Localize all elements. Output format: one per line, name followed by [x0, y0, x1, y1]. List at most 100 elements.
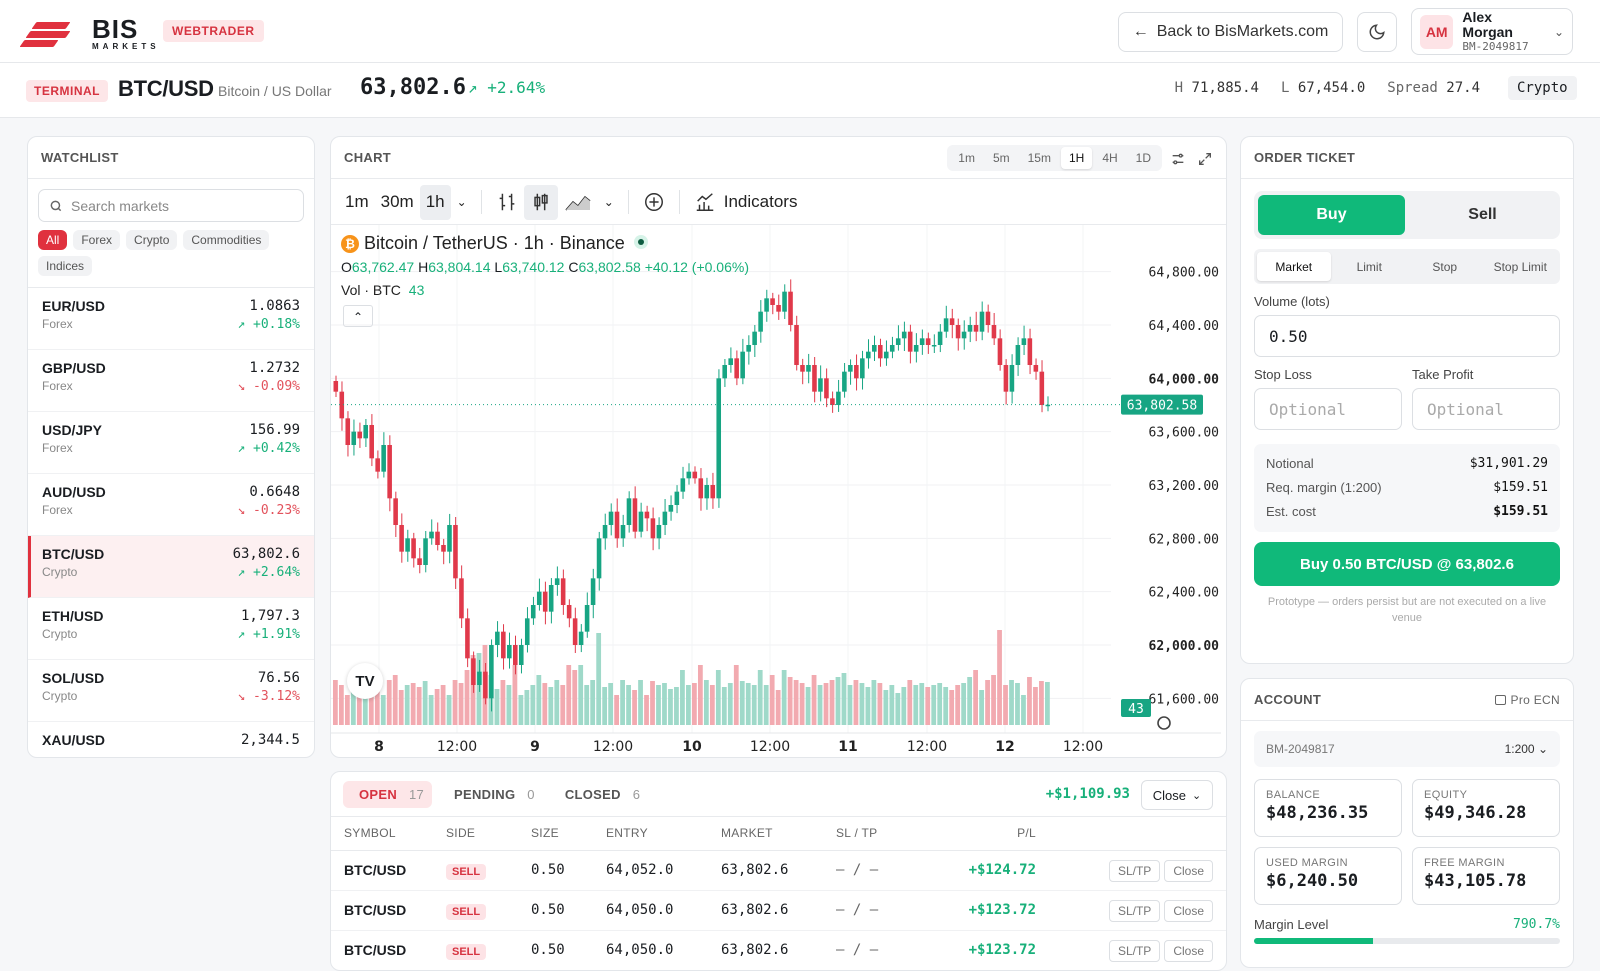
candle-body	[979, 311, 985, 332]
volume-bar	[470, 655, 476, 725]
close-position-button[interactable]: Close	[1164, 940, 1213, 962]
watchlist-item[interactable]: AUD/USD Forex 0.6648 ↘ -0.23%	[28, 474, 314, 536]
volume-bar	[697, 665, 703, 725]
back-button[interactable]: ← Back to BisMarkets.com	[1118, 12, 1343, 52]
sltp-button[interactable]: SL/TP	[1108, 900, 1161, 922]
order-type-tabs: Market Limit Stop Stop Limit	[1254, 249, 1560, 284]
logo[interactable]: BIS MARKETS	[19, 14, 160, 51]
interval-1h[interactable]: 1h	[419, 184, 451, 220]
candle-body	[985, 311, 991, 325]
volume-bar	[608, 683, 614, 725]
tradingview-logo[interactable]: TV	[347, 663, 383, 699]
timeframe-5m[interactable]: 5m	[992, 151, 1010, 165]
order-type-stop-limit[interactable]: Stop Limit	[1493, 259, 1547, 274]
trend-up-icon: ↗	[237, 627, 246, 642]
order-type-market[interactable]: Market	[1257, 252, 1331, 281]
volume-bar	[668, 689, 673, 725]
stop-loss-label: Stop Loss	[1254, 367, 1312, 382]
volume-bar	[410, 683, 416, 725]
take-profit-input[interactable]: Optional	[1412, 388, 1560, 430]
volume-bar	[494, 689, 500, 725]
volume-bar	[362, 687, 368, 725]
watchlist-item[interactable]: EUR/USD Forex 1.0863 ↗ +0.18%	[28, 288, 314, 350]
watchlist-item[interactable]: SOL/USD Crypto 76.56 ↘ -3.12%	[28, 660, 314, 722]
interval-1m[interactable]: 1m	[345, 192, 369, 211]
timeframe-1h[interactable]: 1H	[1060, 147, 1093, 169]
volume-bar	[506, 685, 512, 725]
candle-body	[895, 338, 901, 345]
tab-pending[interactable]: PENDING 0	[454, 786, 535, 802]
gear-icon[interactable]	[1157, 716, 1171, 730]
area-chart-icon[interactable]	[558, 185, 598, 220]
position-size: 0.50	[531, 850, 606, 891]
filter-chip-forex[interactable]: Forex	[73, 230, 121, 250]
theme-toggle-button[interactable]	[1357, 12, 1397, 52]
close-position-button[interactable]: Close	[1164, 860, 1213, 882]
settings-sliders-icon[interactable]	[1170, 151, 1186, 167]
bar-type-icon[interactable]	[490, 185, 524, 220]
user-menu[interactable]: AM Alex Morgan BM-2049817 ⌄	[1411, 8, 1573, 55]
candle-body	[686, 471, 692, 479]
filter-chip-indices[interactable]: Indices	[38, 256, 93, 276]
table-row[interactable]: BTC/USD SELL 0.50 64,050.0 63,802.6 – / …	[331, 930, 1226, 970]
sltp-button[interactable]: SL/TP	[1108, 860, 1161, 882]
watchlist-item[interactable]: XAU/USD 2,344.5	[28, 722, 314, 757]
close-position-button[interactable]: Close	[1164, 900, 1213, 922]
chevron-down-icon: ⌄	[1192, 789, 1202, 802]
account-type: Pro ECN	[1510, 692, 1560, 707]
volume-bar	[1003, 685, 1008, 725]
filter-chip-all[interactable]: All	[38, 230, 68, 250]
filter-chip-crypto[interactable]: Crypto	[126, 230, 178, 250]
watchlist-item[interactable]: USD/JPY Forex 156.99 ↗ +0.42%	[28, 412, 314, 474]
y-tick-label: 62,400.00	[1149, 586, 1219, 601]
order-type-stop[interactable]: Stop	[1432, 259, 1458, 274]
close-all-dropdown[interactable]: Close ⌄	[1141, 780, 1213, 810]
timeframe-1d[interactable]: 1D	[1135, 151, 1151, 165]
watchlist-item[interactable]: BTC/USD Crypto 63,802.6 ↗ +2.64%	[28, 536, 314, 598]
table-row[interactable]: BTC/USD SELL 0.50 64,052.0 63,802.6 – / …	[331, 850, 1226, 891]
style-dropdown-icon[interactable]: ⌄	[603, 195, 614, 209]
account-selector[interactable]: BM-2049817 1:200 ⌄	[1254, 731, 1560, 767]
candle-body	[351, 431, 357, 445]
watchlist-symbol: USD/JPY	[42, 422, 102, 438]
collapse-legend-button[interactable]: ⌃	[343, 305, 373, 327]
order-type-limit[interactable]: Limit	[1356, 259, 1382, 274]
search-input[interactable]: Search markets	[38, 189, 304, 222]
volume-bar	[763, 685, 769, 725]
tab-open[interactable]: OPEN 17	[343, 780, 433, 808]
add-plus-icon[interactable]	[637, 185, 671, 220]
price-plot[interactable]: 64,800.00 64,400.00 64,000.00 63,600.00 63,2…	[331, 225, 1226, 757]
timeframe-selector: 1m 5m 15m 1H 4H 1D	[947, 145, 1162, 171]
filter-chip-commodities[interactable]: Commodities	[183, 230, 270, 250]
volume-bar	[811, 675, 817, 725]
watchlist-item[interactable]: GBP/USD Forex 1.2732 ↘ -0.09%	[28, 350, 314, 412]
volume-input[interactable]: 0.50	[1254, 315, 1560, 357]
interval-30m[interactable]: 30m	[380, 192, 414, 211]
position-size: 0.50	[531, 890, 606, 931]
candle-body	[423, 538, 428, 565]
free-margin-card: FREE MARGIN $43,105.78	[1412, 847, 1560, 905]
timeframe-1m[interactable]: 1m	[958, 151, 975, 165]
buy-tab[interactable]: Buy	[1258, 195, 1405, 235]
sltp-button[interactable]: SL/TP	[1108, 940, 1161, 962]
volume-bar	[787, 677, 793, 725]
expand-icon[interactable]	[1197, 151, 1213, 167]
watchlist-category: Forex	[42, 379, 73, 393]
timeframe-4h[interactable]: 4H	[1102, 151, 1118, 165]
volume-bar	[674, 687, 679, 725]
tab-closed[interactable]: CLOSED 6	[564, 786, 641, 802]
position-entry: 64,050.0	[606, 930, 721, 970]
candle-body	[644, 511, 650, 519]
watchlist-price: 156.99	[249, 422, 300, 438]
logo-text: BIS	[92, 14, 139, 44]
indicators-button[interactable]: Indicators	[688, 185, 804, 220]
candles-icon[interactable]	[523, 184, 558, 220]
interval-dropdown-icon[interactable]: ⌄	[456, 195, 467, 209]
watchlist-item[interactable]: ETH/USD Crypto 1,797.3 ↗ +1.91%	[28, 598, 314, 660]
table-row[interactable]: BTC/USD SELL 0.50 64,050.0 63,802.6 – / …	[331, 890, 1226, 931]
sell-tab[interactable]: Sell	[1468, 206, 1497, 223]
stop-loss-input[interactable]: Optional	[1254, 388, 1402, 430]
submit-buy-button[interactable]: Buy 0.50 BTC/USD @ 63,802.6	[1254, 542, 1560, 586]
timeframe-15m[interactable]: 15m	[1027, 151, 1051, 165]
volume-bar	[638, 680, 643, 725]
